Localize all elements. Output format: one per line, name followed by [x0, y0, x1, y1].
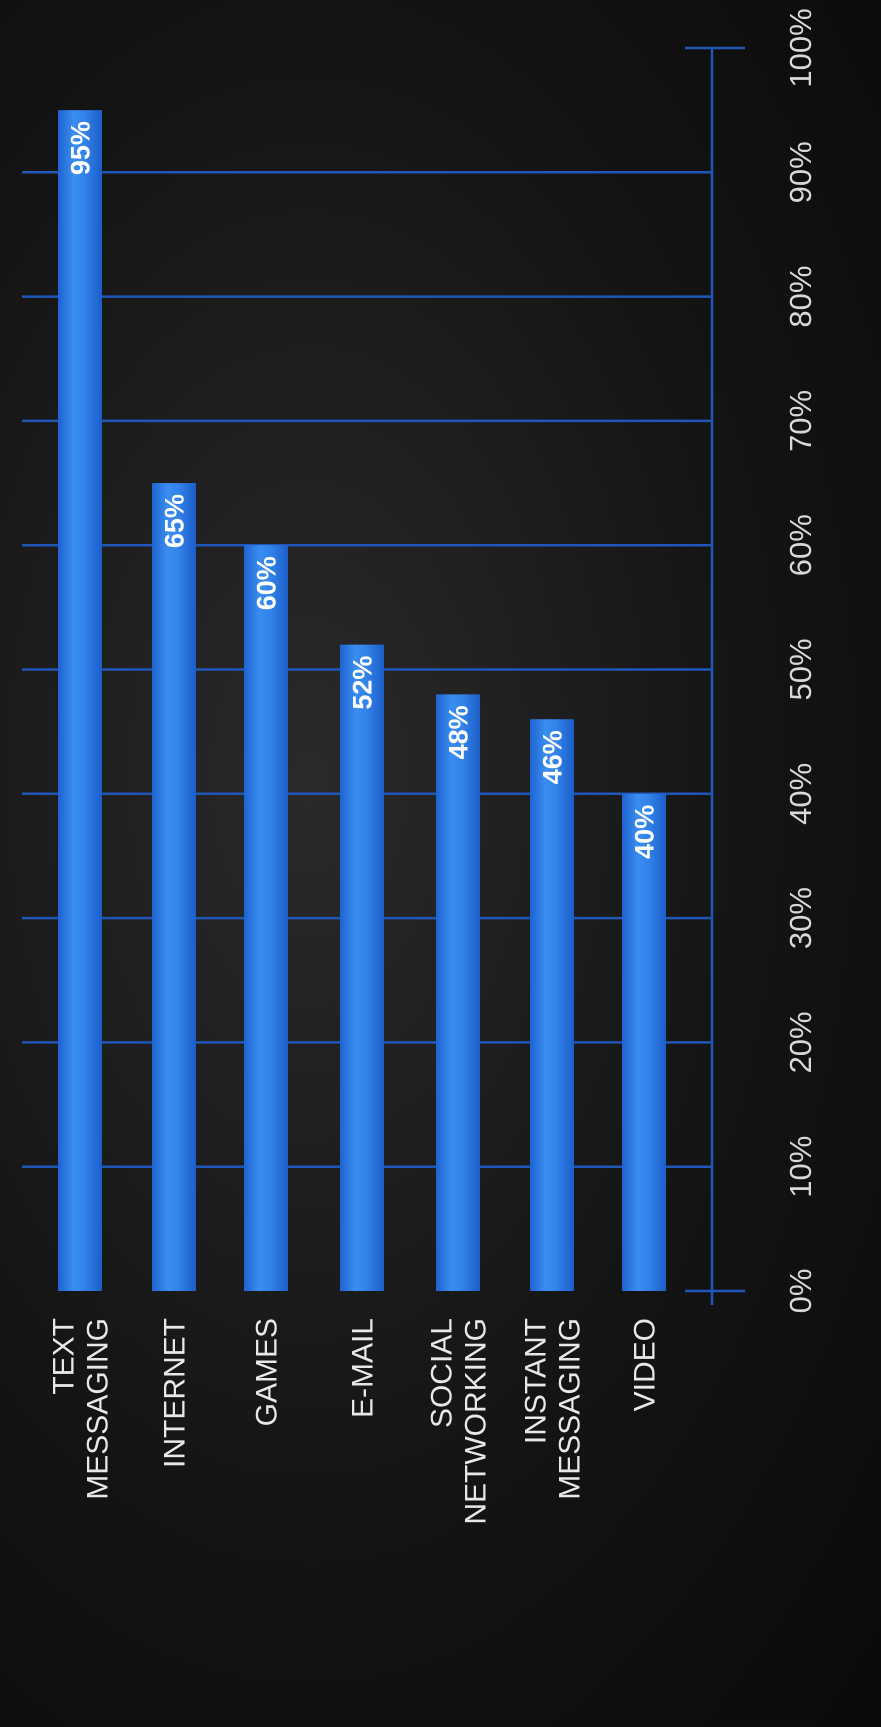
category-label: SOCIAL NETWORKING [426, 1318, 493, 1525]
data-label: 40% [629, 805, 659, 859]
bar [530, 719, 574, 1291]
category-label-line: VIDEO [629, 1318, 662, 1411]
bars [58, 110, 666, 1291]
tick-label: 70% [783, 390, 818, 452]
data-label: 48% [443, 705, 473, 759]
tick-label: 60% [783, 514, 818, 576]
bar [436, 694, 480, 1291]
category-label-line: INTERNET [159, 1318, 192, 1468]
category-label: E-MAIL [347, 1318, 380, 1418]
tick-label: 100% [783, 8, 818, 87]
tick-label: 30% [783, 887, 818, 949]
category-label: INSTANT MESSAGING [520, 1318, 587, 1500]
data-label: 52% [347, 656, 377, 710]
data-label: 95% [65, 121, 95, 175]
tick-label: 10% [783, 1136, 818, 1198]
bar [58, 110, 102, 1291]
tick-label: 90% [783, 141, 818, 203]
tick-label: 50% [783, 638, 818, 700]
category-label-line: SOCIAL [426, 1318, 459, 1428]
tick-label: 20% [783, 1011, 818, 1073]
tick-label: 0% [783, 1269, 818, 1314]
data-label: 65% [159, 494, 189, 548]
category-label-line: E-MAIL [347, 1318, 380, 1418]
category-label-line: NETWORKING [460, 1318, 493, 1525]
category-label-line: GAMES [251, 1318, 284, 1426]
category-label: VIDEO [629, 1318, 662, 1411]
category-label-line: INSTANT [520, 1318, 553, 1444]
bar [152, 483, 196, 1291]
bar [340, 644, 384, 1291]
bar [622, 793, 666, 1291]
data-label: 46% [537, 730, 567, 784]
data-label: 60% [251, 556, 281, 610]
bar [244, 545, 288, 1291]
category-label-line: TEXT [48, 1318, 81, 1395]
category-label: INTERNET [159, 1318, 192, 1468]
category-label-line: MESSAGING [554, 1318, 587, 1500]
category-label: GAMES [251, 1318, 284, 1426]
category-label: TEXT MESSAGING [48, 1318, 115, 1500]
tick-label: 40% [783, 763, 818, 825]
tick-label: 80% [783, 266, 818, 328]
category-label-line: MESSAGING [82, 1318, 115, 1500]
labels: 0% 10% 20% 30% 40% 50% 60% 70% 80% 90% 100% 95% TEXT… [48, 8, 818, 1524]
